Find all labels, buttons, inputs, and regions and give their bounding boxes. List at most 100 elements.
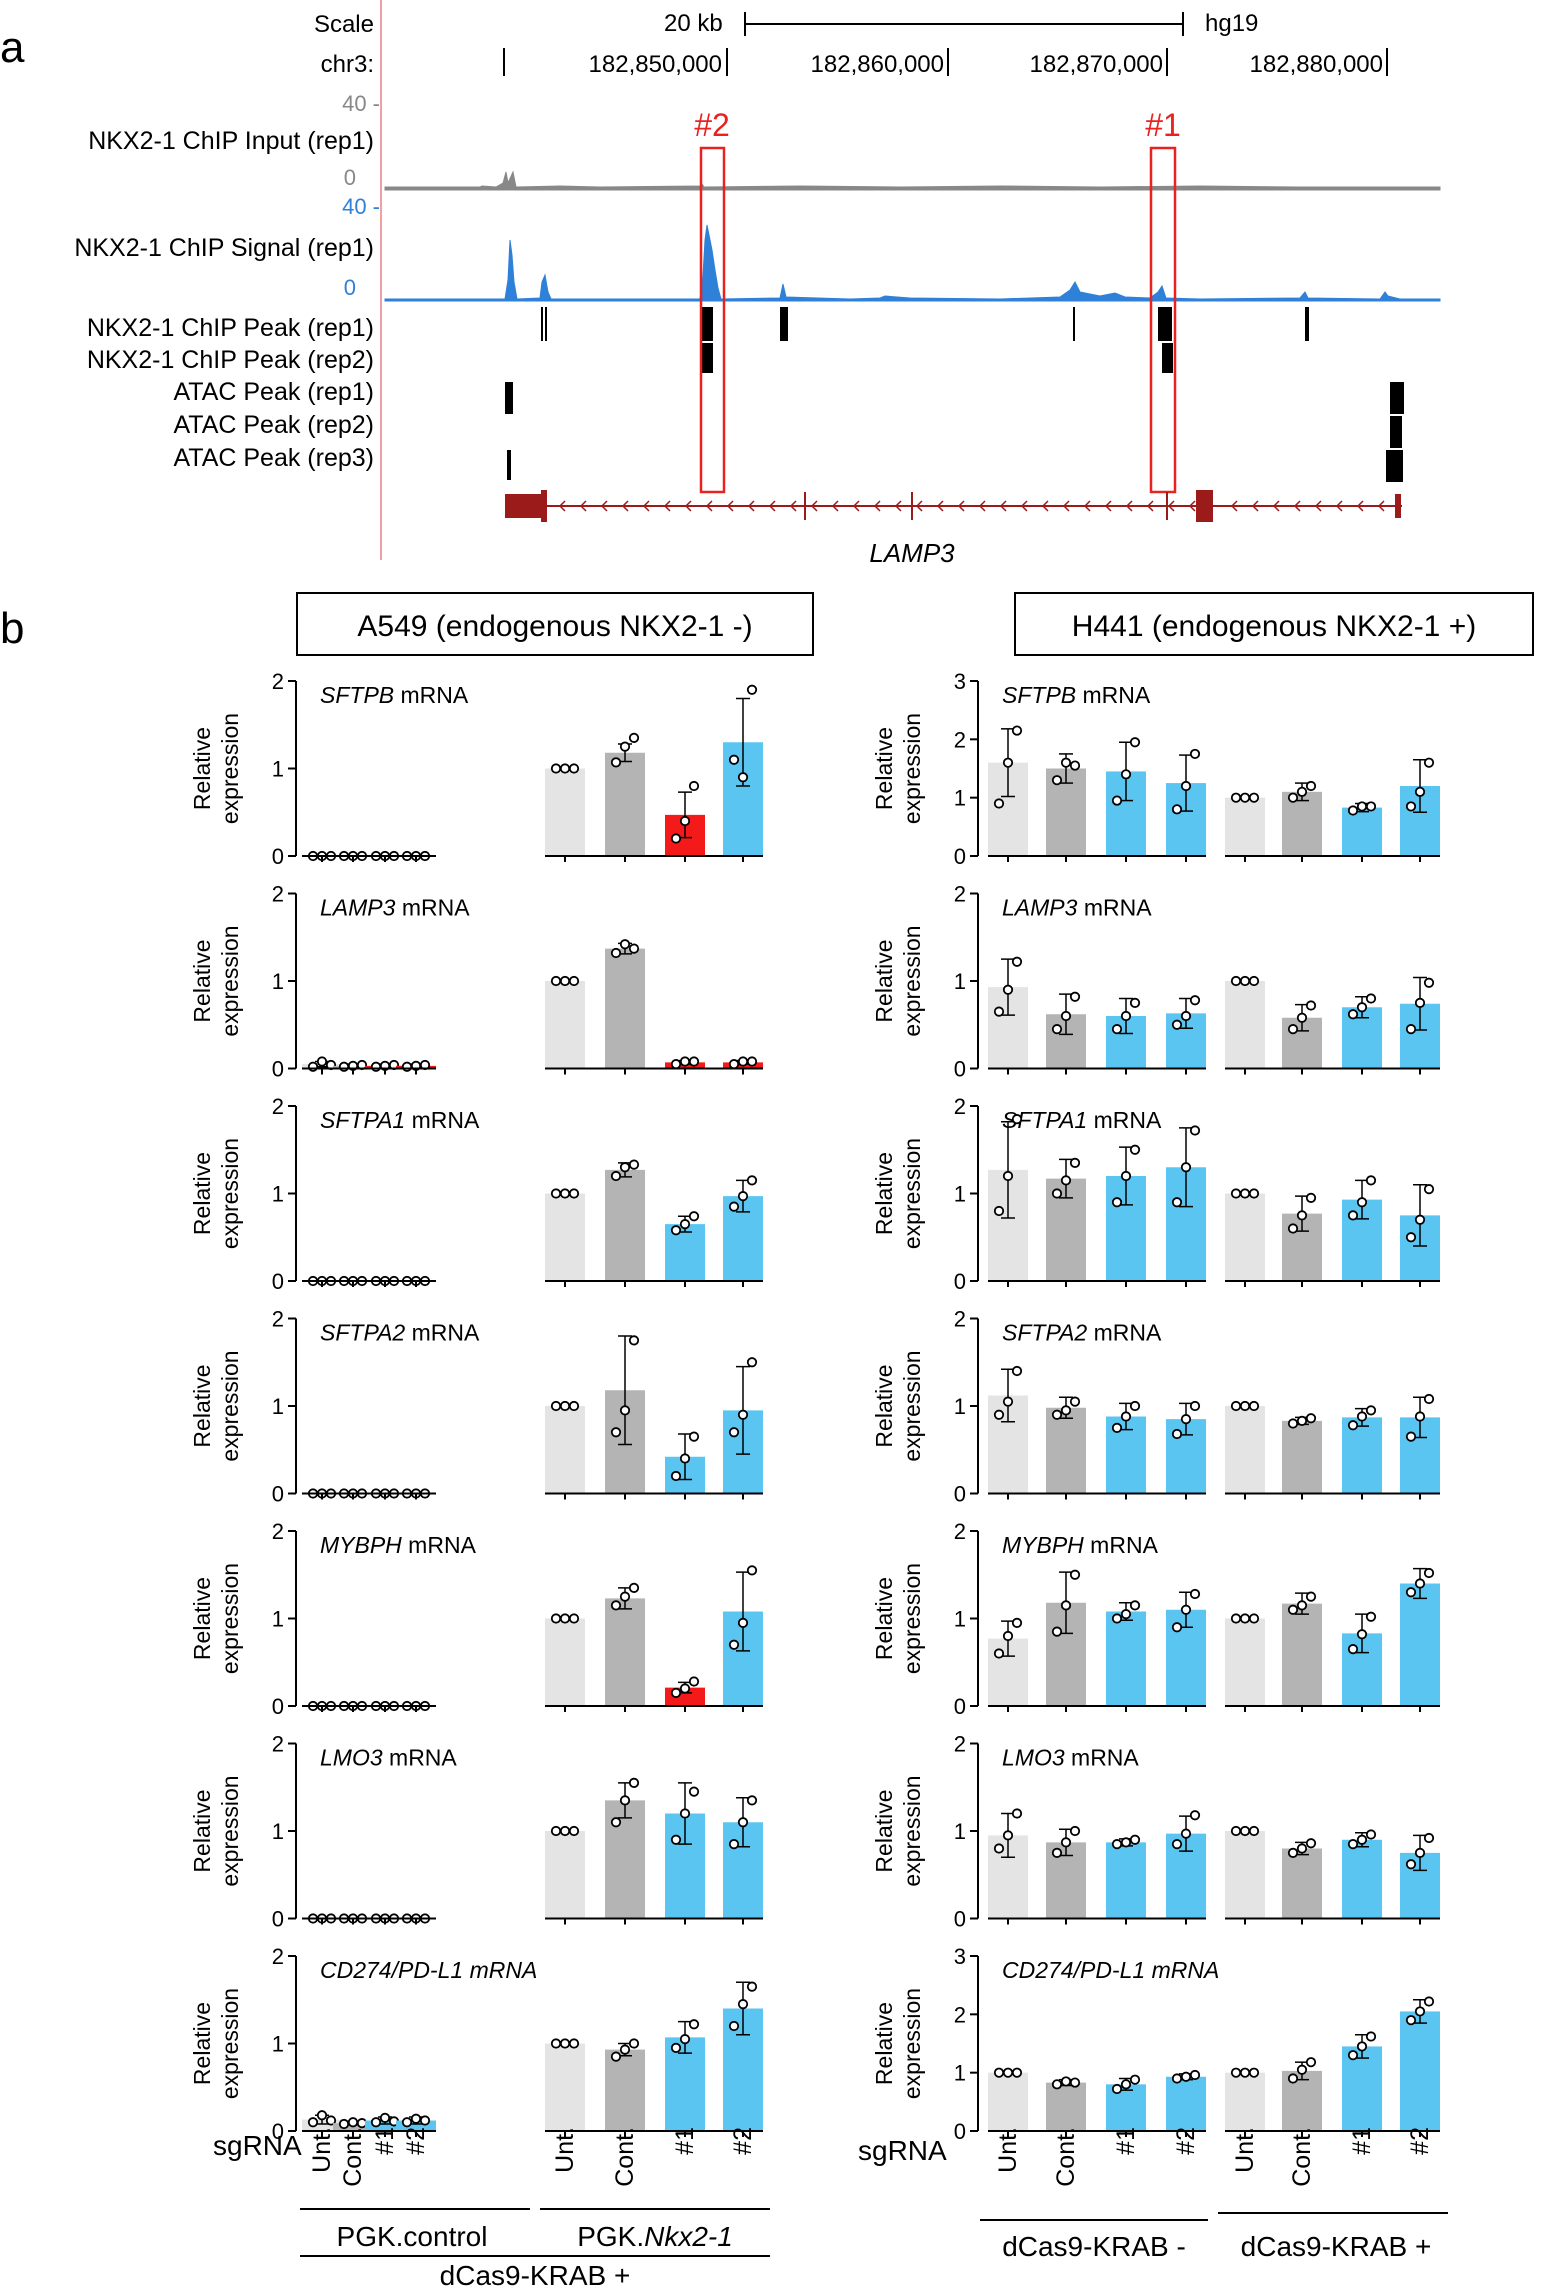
- data-point: [1120, 1411, 1132, 1422]
- chart-h441-sftpa1: 0 1 2 Relative expression SFTPA1 mRNA: [871, 1094, 1440, 1294]
- chart-h441-lamp3: 0 1 2 Relative expression LAMP3 mRNA: [871, 882, 1440, 1082]
- y-axis-title: expression: [899, 1563, 925, 1674]
- data-point: [1248, 1613, 1260, 1624]
- data-point: [1171, 1197, 1183, 1208]
- data-point: [746, 1175, 758, 1186]
- y-tick-label: 1: [954, 1394, 966, 1419]
- y-axis-title: Relative: [189, 1789, 215, 1872]
- data-point: [1230, 1188, 1242, 1199]
- x-tick-label: Unt.: [994, 2127, 1022, 2173]
- y-tick-label: 1: [954, 969, 966, 994]
- data-point: [737, 1056, 749, 1067]
- strand-arrow: [999, 500, 1007, 512]
- data-point: [1120, 1010, 1132, 1022]
- data-point: [1423, 1567, 1435, 1579]
- data-point: [1405, 1859, 1417, 1870]
- data-point: [1296, 2064, 1308, 2075]
- x-tick-label: #1: [371, 2127, 399, 2155]
- strand-arrow: [579, 500, 587, 512]
- chart-h441-mybph: 0 1 2 Relative expression MYBPH mRNA: [871, 1519, 1440, 1719]
- data-point: [1305, 780, 1317, 792]
- data-point: [1405, 1232, 1417, 1243]
- sgrna-label-left: sgRNA: [213, 2130, 302, 2161]
- strand-arrow: [663, 500, 671, 512]
- data-point: [1051, 1024, 1063, 1035]
- data-point: [1069, 2077, 1081, 2088]
- y-axis-title: expression: [217, 1138, 243, 1249]
- data-point: [1356, 1834, 1368, 1845]
- y-axis-title: expression: [217, 1563, 243, 1674]
- data-point: [1129, 737, 1141, 748]
- data-point: [1305, 1000, 1317, 1011]
- data-point: [1365, 801, 1377, 812]
- data-point: [1180, 1414, 1192, 1425]
- y-tick-label: 2: [272, 669, 284, 694]
- y-tick-label: 2: [272, 882, 284, 907]
- bar: [1342, 807, 1382, 856]
- data-point: [688, 1431, 700, 1442]
- strand-arrow: [1125, 500, 1133, 512]
- chart-gene-title: CD274/PD-L1 mRNA: [1002, 1957, 1219, 1983]
- data-point: [1129, 1600, 1141, 1611]
- y-tick-label: 2: [272, 1944, 284, 1969]
- data-point: [670, 1225, 682, 1236]
- data-point: [1129, 2074, 1141, 2085]
- y-axis-title: Relative: [189, 939, 215, 1022]
- data-point: [1287, 2073, 1299, 2084]
- bar: [365, 2120, 405, 2131]
- y-axis-title: expression: [899, 713, 925, 824]
- data-point: [1365, 1611, 1377, 1622]
- data-point: [1129, 997, 1141, 1008]
- data-point: [1414, 997, 1426, 1008]
- y-axis-title: expression: [217, 713, 243, 824]
- data-point: [1069, 760, 1081, 771]
- data-point: [1002, 2067, 1014, 2078]
- bar: [1282, 1420, 1322, 1494]
- data-point: [1180, 2071, 1192, 2082]
- pgk-nkx2-1-label: PGK.Nkx2-1: [577, 2221, 733, 2252]
- data-point: [347, 2117, 359, 2128]
- bar: [1106, 1611, 1146, 1706]
- y-axis-title: expression: [217, 925, 243, 1036]
- data-point: [1405, 1587, 1417, 1598]
- strand-arrow: [1293, 500, 1301, 512]
- data-point: [1230, 975, 1242, 987]
- strand-arrow: [1062, 500, 1070, 512]
- h441-dcas9-plus-label: dCas9-KRAB +: [1241, 2231, 1432, 2262]
- data-point: [993, 1843, 1005, 1854]
- bar: [605, 2049, 645, 2131]
- data-point: [1365, 1829, 1377, 1840]
- data-point: [1423, 1996, 1435, 2007]
- chip-peak-rep2-name: NKX2-1 ChIP Peak (rep2): [87, 346, 374, 374]
- data-point: [1111, 2083, 1123, 2095]
- chart-gene-title: SFTPB mRNA: [320, 682, 469, 708]
- data-point: [737, 1817, 749, 1828]
- y-tick-label: 0: [272, 1694, 284, 1719]
- data-point: [610, 1427, 622, 1438]
- y-tick-label: 1: [954, 1182, 966, 1207]
- data-point: [1405, 2015, 1417, 2026]
- gene-name: LAMP3: [869, 538, 955, 568]
- data-point: [1111, 1613, 1123, 1624]
- bar: [1342, 2046, 1382, 2131]
- data-point: [1248, 1825, 1260, 1837]
- strand-arrow: [1041, 500, 1049, 512]
- x-tick-label: Unt.: [308, 2127, 336, 2173]
- chart-a549-mybph: 0 1 2 Relative expression MYBPH mRNA: [189, 1519, 763, 1719]
- data-point: [1230, 1400, 1242, 1412]
- data-point: [746, 1981, 758, 1992]
- data-point: [728, 1201, 740, 1212]
- region-1-box: [1149, 146, 1177, 494]
- chart-a549-cd274-pd-l1: 0 1 2 Relative expression CD274/PD-L1 mRNA: [189, 1944, 763, 2144]
- data-point: [1051, 1188, 1063, 1199]
- data-point: [307, 1061, 319, 1072]
- data-point: [1120, 1609, 1132, 1620]
- data-point: [1051, 2079, 1063, 2090]
- strand-arrow: [1230, 500, 1238, 512]
- data-point: [1239, 2067, 1251, 2078]
- y-axis-title: Relative: [189, 1152, 215, 1235]
- y-axis-title: Relative: [189, 2002, 215, 2085]
- data-point: [550, 763, 562, 774]
- data-point: [728, 1639, 740, 1650]
- chart-h441-cd274-pd-l1: 0 1 2 3 Relative expression CD274/PD-L1 mRNA: [871, 1944, 1440, 2144]
